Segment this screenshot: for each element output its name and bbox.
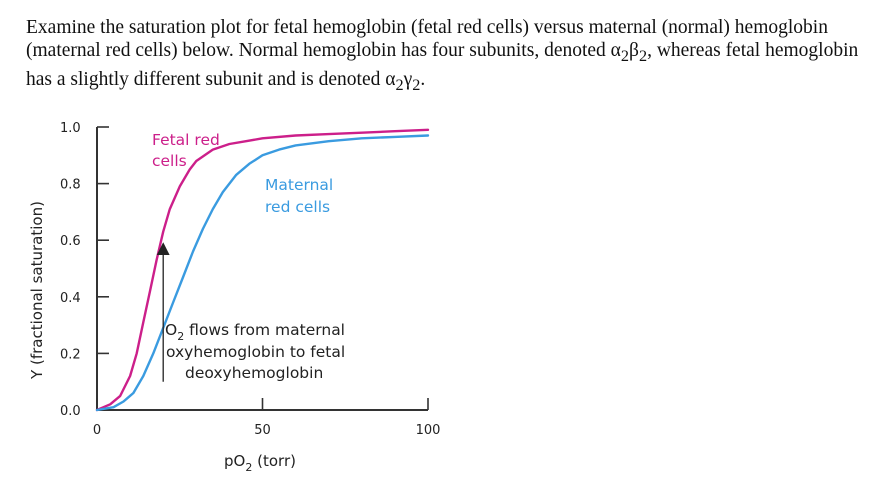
fetal-label-line1: Fetal red <box>152 131 220 149</box>
question-text: Examine the saturation plot for fetal he… <box>26 17 859 94</box>
y-tick-label: 0.2 <box>60 347 81 362</box>
x-tick-label: 100 <box>416 423 441 438</box>
fetal-curve <box>95 128 430 412</box>
annotation-line1: O2 flows from maternal <box>165 321 345 343</box>
y-tick-label: 0.6 <box>60 234 81 249</box>
fetal-label-line2: cells <box>152 152 187 170</box>
chart-labels: Fetal red cells Maternal red cells O2 flows … <box>28 131 345 474</box>
x-axis-label: pO2 (torr) <box>224 452 296 474</box>
y-tick-label: 0.4 <box>60 291 81 306</box>
chart-ticks: 0.0 0.2 0.4 0.6 0.8 1.0 0 50 100 <box>60 121 440 438</box>
y-tick-label: 0.8 <box>60 178 81 193</box>
y-axis-label: Y (fractional saturation) <box>28 201 46 380</box>
y-tick-label: 0.0 <box>60 404 81 419</box>
chart-curves <box>95 128 430 412</box>
maternal-curve <box>95 134 430 412</box>
y-tick-label: 1.0 <box>60 121 81 136</box>
x-tick-label: 0 <box>93 423 101 438</box>
maternal-label-line1: Maternal <box>265 176 333 194</box>
annotation-line2: oxyhemoglobin to fetal <box>166 343 345 361</box>
annotation-line3: deoxyhemoglobin <box>185 364 323 382</box>
x-tick-label: 50 <box>254 423 271 438</box>
maternal-label-line2: red cells <box>265 198 330 216</box>
